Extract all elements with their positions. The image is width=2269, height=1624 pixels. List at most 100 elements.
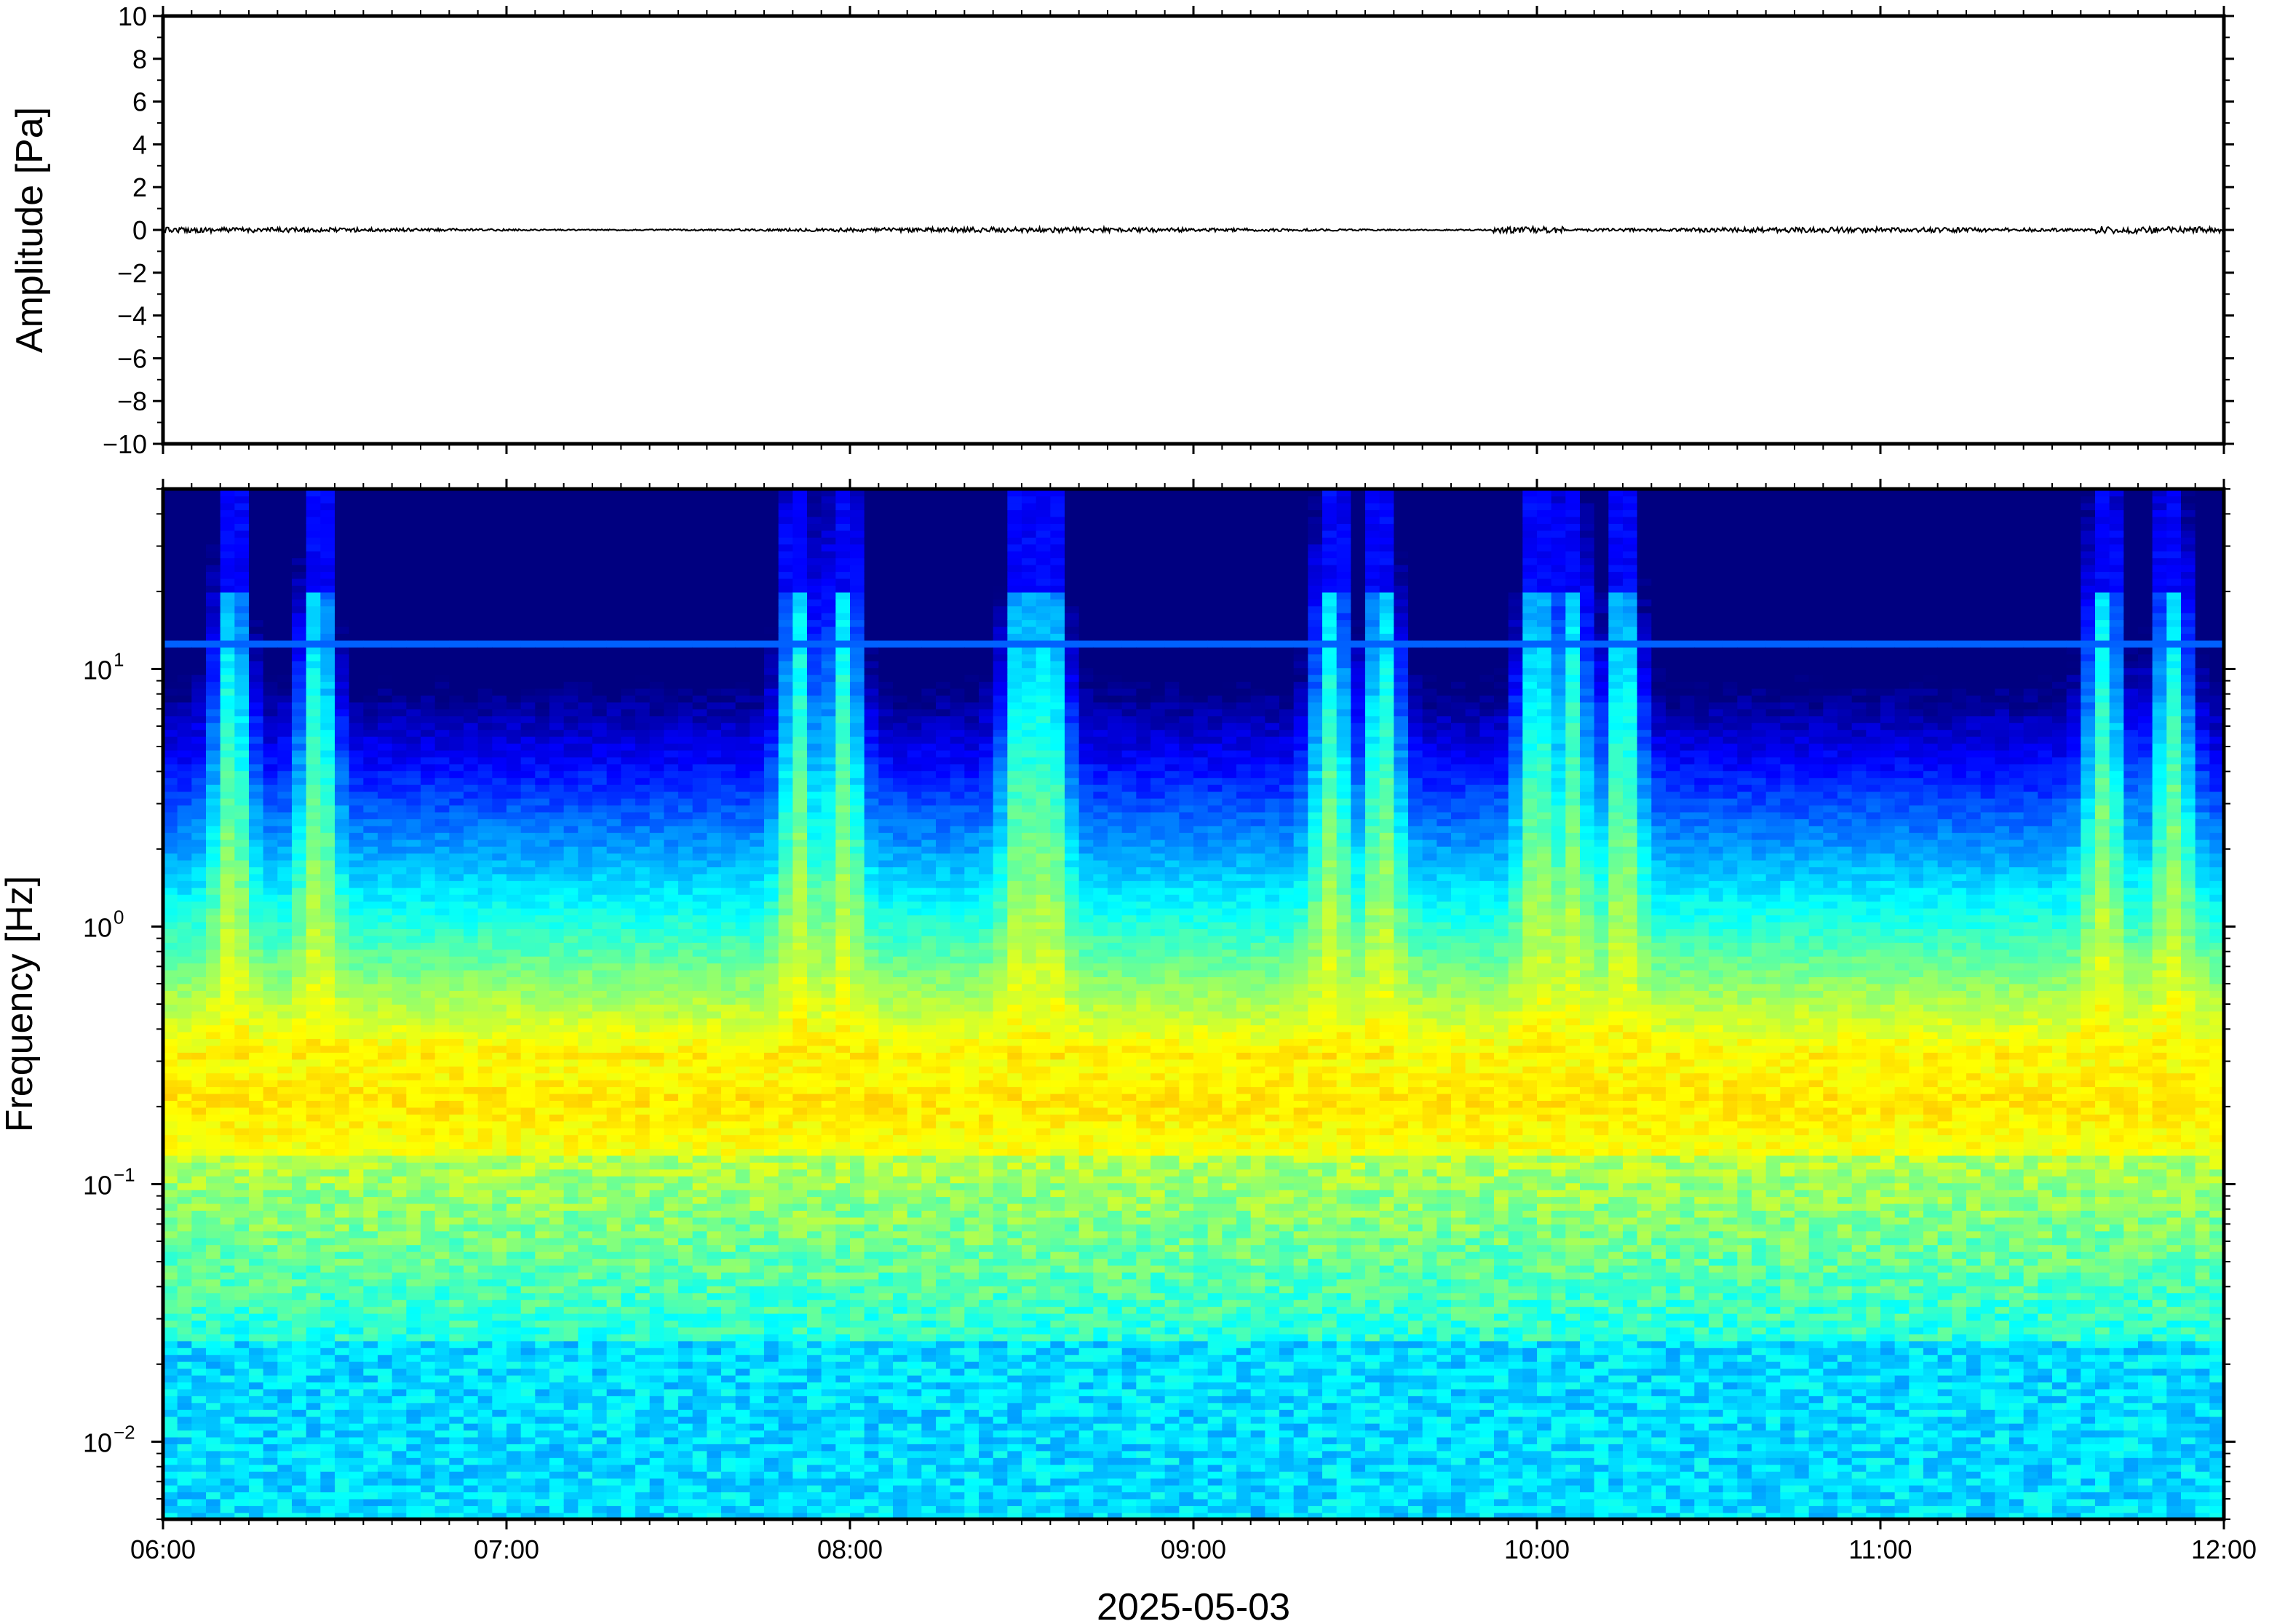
heatmap-cell xyxy=(607,846,621,853)
heatmap-cell xyxy=(406,1114,421,1121)
heatmap-cell xyxy=(435,1162,450,1169)
heatmap-cell xyxy=(621,1457,635,1465)
heatmap-cell xyxy=(378,853,392,860)
heatmap-cell xyxy=(306,1292,321,1299)
heatmap-cell xyxy=(621,1046,635,1053)
heatmap-cell xyxy=(335,1196,349,1203)
heatmap-cell xyxy=(249,949,263,956)
heatmap-cell xyxy=(492,819,506,826)
heatmap-cell xyxy=(549,1471,564,1478)
heatmap-cell xyxy=(592,1292,607,1299)
y-tick-label: 4 xyxy=(132,130,147,159)
heatmap-cell xyxy=(206,1361,220,1369)
heatmap-cell xyxy=(306,1004,321,1011)
heatmap-cell xyxy=(449,812,464,819)
heatmap-cell xyxy=(349,984,364,991)
heatmap-cell xyxy=(263,1451,278,1458)
heatmap-cell xyxy=(435,1052,450,1059)
heatmap-cell xyxy=(378,571,392,578)
heatmap-cell xyxy=(506,1046,521,1053)
heatmap-cell xyxy=(421,1059,435,1067)
heatmap-cell xyxy=(277,571,292,578)
heatmap-cell xyxy=(521,1327,536,1334)
heatmap-cell xyxy=(549,798,564,805)
heatmap-cell xyxy=(392,1505,407,1513)
heatmap-cell xyxy=(234,1403,249,1410)
heatmap-cell xyxy=(335,1121,349,1128)
heatmap-cell xyxy=(549,1464,564,1471)
heatmap-cell xyxy=(306,523,321,530)
heatmap-cell xyxy=(163,640,178,648)
heatmap-cell xyxy=(335,915,349,922)
heatmap-cell xyxy=(421,1217,435,1225)
heatmap-cell xyxy=(478,557,493,565)
heatmap-cell xyxy=(392,565,407,572)
heatmap-cell xyxy=(549,667,564,674)
heatmap-cell xyxy=(178,723,192,730)
heatmap-cell xyxy=(335,571,349,578)
heatmap-cell xyxy=(263,544,278,552)
heatmap-cell xyxy=(249,626,263,634)
heatmap-cell xyxy=(320,1451,335,1458)
heatmap-cell xyxy=(521,901,536,908)
heatmap-cell xyxy=(306,1217,321,1225)
heatmap-cell xyxy=(521,1409,536,1417)
heatmap-cell xyxy=(349,819,364,826)
heatmap-cell xyxy=(478,1238,493,1245)
heatmap-cell xyxy=(363,1100,378,1107)
heatmap-cell xyxy=(335,723,349,730)
heatmap-cell xyxy=(178,1306,192,1313)
heatmap-cell xyxy=(621,1176,635,1183)
heatmap-cell xyxy=(234,1004,249,1011)
heatmap-cell xyxy=(492,908,506,915)
heatmap-cell xyxy=(277,984,292,991)
y-tick-label: −8 xyxy=(117,386,147,416)
heatmap-cell xyxy=(178,1217,192,1225)
heatmap-cell xyxy=(206,1142,220,1149)
heatmap-cell xyxy=(263,880,278,888)
heatmap-cell xyxy=(506,1430,521,1437)
heatmap-cell xyxy=(335,984,349,991)
heatmap-cell xyxy=(178,1162,192,1169)
heatmap-cell xyxy=(306,1107,321,1115)
heatmap-cell xyxy=(506,908,521,915)
heatmap-cell xyxy=(335,853,349,860)
heatmap-cell xyxy=(435,1114,450,1121)
heatmap-cell xyxy=(392,1134,407,1142)
heatmap-cell xyxy=(406,894,421,901)
heatmap-cell xyxy=(421,1176,435,1183)
heatmap-cell xyxy=(277,764,292,771)
heatmap-cell xyxy=(178,1403,192,1410)
heatmap-cell xyxy=(621,949,635,956)
heatmap-cell xyxy=(163,681,178,688)
heatmap-cell xyxy=(191,1444,206,1451)
heatmap-cell xyxy=(363,695,378,702)
heatmap-cell xyxy=(535,1182,549,1190)
heatmap-cell xyxy=(435,998,450,1005)
heatmap-cell xyxy=(363,1142,378,1149)
heatmap-cell xyxy=(521,1107,536,1115)
heatmap-cell xyxy=(277,1203,292,1211)
heatmap-cell xyxy=(392,674,407,682)
heatmap-cell xyxy=(363,998,378,1005)
heatmap-cell xyxy=(263,750,278,757)
heatmap-cell xyxy=(535,509,549,517)
heatmap-cell xyxy=(449,1341,464,1348)
heatmap-cell xyxy=(335,894,349,901)
heatmap-cell xyxy=(464,557,478,565)
heatmap-cell xyxy=(521,592,536,600)
heatmap-cell xyxy=(478,826,493,833)
heatmap-cell xyxy=(163,963,178,970)
heatmap-cell xyxy=(363,1203,378,1211)
heatmap-cell xyxy=(349,1416,364,1423)
heatmap-cell xyxy=(206,867,220,874)
heatmap-cell xyxy=(478,1382,493,1389)
heatmap-cell xyxy=(449,613,464,620)
heatmap-cell xyxy=(392,503,407,510)
heatmap-cell xyxy=(349,1155,364,1163)
heatmap-cell xyxy=(378,1306,392,1313)
heatmap-cell xyxy=(549,1038,564,1046)
heatmap-cell xyxy=(392,1354,407,1361)
heatmap-cell xyxy=(206,888,220,895)
heatmap-cell xyxy=(449,771,464,778)
